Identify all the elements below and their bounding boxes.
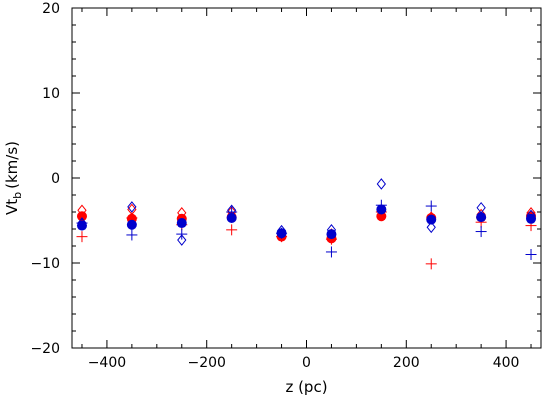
- y-axis-label-unit: (km/s): [3, 141, 21, 189]
- dot-marker: [226, 212, 237, 223]
- diamond-marker: [426, 221, 436, 234]
- diamond-marker: [376, 178, 386, 190]
- y-tick-label: 20: [42, 1, 60, 17]
- x-tick-label: −400: [88, 355, 126, 371]
- diamond-marker: [127, 201, 137, 213]
- axis-ticks: [72, 7, 541, 349]
- y-tick-label: 0: [51, 171, 60, 187]
- dot-marker: [76, 220, 87, 231]
- dot-marker: [476, 212, 487, 223]
- x-axis-label: z (pc): [285, 378, 327, 396]
- diamond-marker: [476, 201, 486, 214]
- dot-marker: [126, 219, 137, 230]
- plus-marker: [425, 200, 437, 212]
- y-tick-label: −20: [30, 341, 60, 357]
- dot-marker: [526, 213, 537, 224]
- plus-marker: [475, 226, 487, 238]
- plus-marker: [226, 224, 238, 236]
- dot-marker: [426, 214, 437, 225]
- dot-marker: [376, 204, 387, 215]
- plus-marker: [425, 258, 437, 270]
- data-points: [76, 178, 537, 270]
- tick-labels: −400 −200 0 200 400 −20 −10 0 10 20: [30, 1, 519, 371]
- x-tick-label: 0: [302, 355, 311, 371]
- y-tick-label: −10: [30, 256, 60, 272]
- x-tick-label: 200: [393, 355, 420, 371]
- dot-marker: [176, 218, 187, 229]
- y-axis-label-main: Vt: [3, 199, 21, 215]
- dot-marker: [276, 228, 287, 239]
- y-axis-label: Vtb (km/s): [3, 141, 24, 215]
- dot-marker: [326, 229, 337, 240]
- plus-marker: [126, 229, 138, 241]
- plus-marker: [525, 249, 537, 260]
- plus-marker: [176, 228, 188, 240]
- plus-marker: [76, 231, 88, 243]
- plot-frame: [71, 7, 542, 349]
- y-axis-label-subscript: b: [11, 192, 24, 199]
- diamond-marker: [177, 234, 187, 246]
- x-tick-label: 400: [493, 355, 520, 371]
- dot-marker: [76, 211, 87, 222]
- x-tick-label: −200: [187, 355, 225, 371]
- plus-marker: [325, 246, 337, 258]
- y-tick-label: 10: [42, 86, 60, 102]
